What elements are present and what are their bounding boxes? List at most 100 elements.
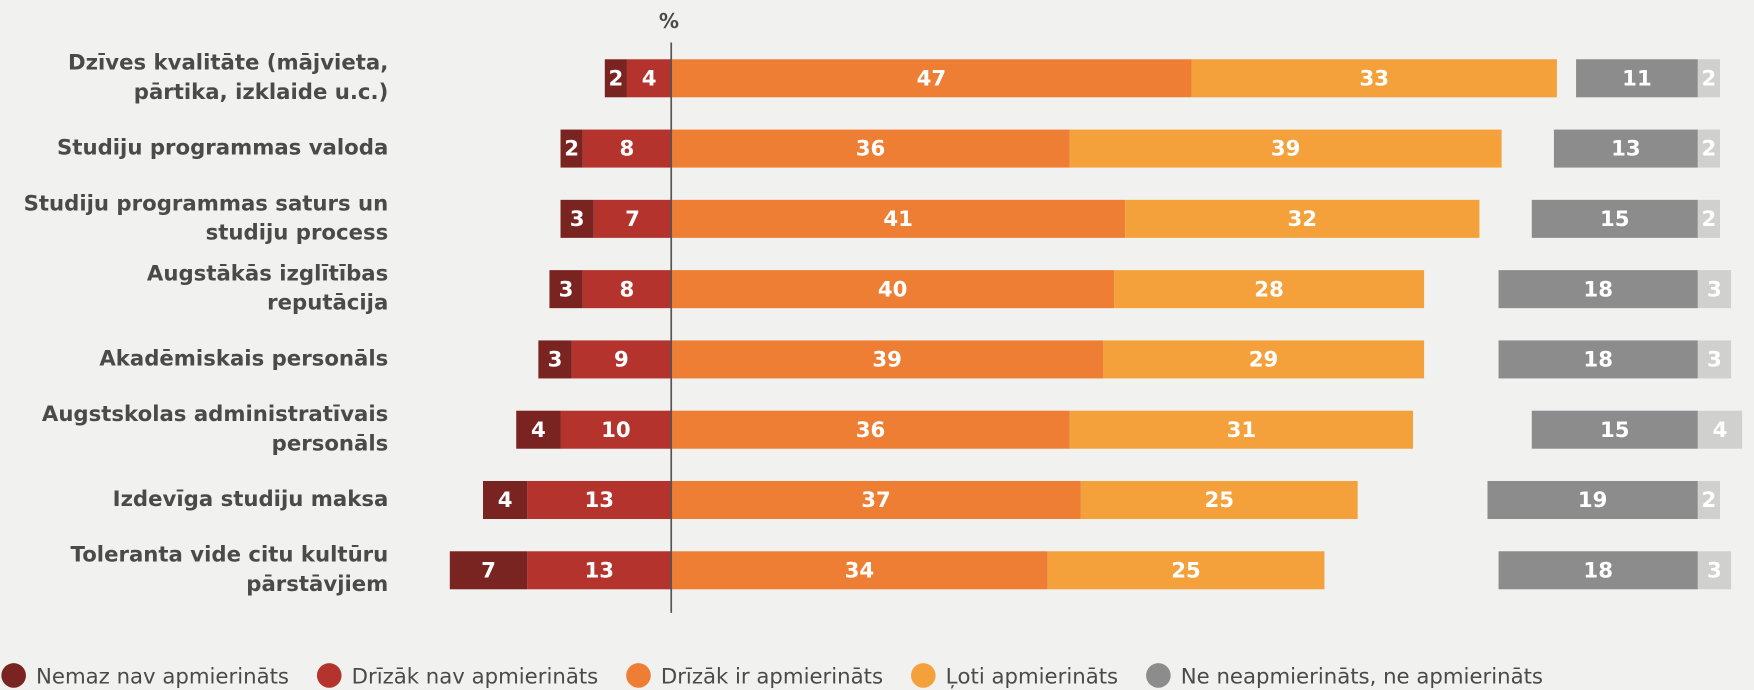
value-label: 33 [1359,66,1389,91]
bar-segment [1531,410,1698,449]
bar-segment [527,551,672,590]
value-label: 28 [1254,277,1284,302]
bar-segment [1697,410,1743,449]
value-label: 36 [856,137,886,162]
category-line: pārtika, izklaide u.c.) [134,80,389,105]
bar-segment [1069,129,1502,168]
value-label: 3 [1707,277,1722,302]
category-line: Izdevīga studiju maksa [113,487,389,512]
value-label: 32 [1288,207,1318,232]
bar-segment [1191,59,1557,98]
bar-segment [1697,199,1720,238]
bar-segment [538,340,572,379]
bar-segment [671,340,1104,379]
value-label: 25 [1204,488,1234,513]
category-label: Toleranta vide citu kultūru pārstāvjiem [71,543,389,597]
value-label: 2 [564,137,579,162]
value-label: 13 [1611,137,1641,162]
bar-segment [1697,551,1732,590]
bar-segment [1697,340,1732,379]
bar-segment [560,410,672,449]
axis-label: % [659,9,679,33]
category-label: Augstākās izglītības reputācija [147,262,388,316]
value-label: 7 [481,558,496,583]
bar-segment [560,199,594,238]
category-label: Studiju programmas valoda [57,136,388,161]
bar-segment [516,410,561,449]
value-label: 18 [1583,277,1613,302]
value-label: 3 [570,207,585,232]
value-label: 34 [845,558,875,583]
bar-segment [626,59,672,98]
legend-label: Nemaz nav apmierināts [36,665,289,690]
category-line: pārstāvjiem [246,572,388,597]
category-line: personāls [272,431,389,456]
legend-swatch [316,663,342,688]
value-label: 39 [1271,137,1301,162]
bar-segment [671,480,1081,520]
category-line: Akadēmiskais personāls [99,346,388,371]
value-label: 8 [620,277,635,302]
bar-segment [1531,199,1698,238]
value-label: 3 [548,348,563,373]
category-label: Izdevīga studiju maksa [113,487,389,512]
value-label: 4 [642,66,657,91]
legend-swatch [1146,663,1171,688]
value-label: 15 [1600,418,1630,443]
bar-segment [671,129,1070,168]
bar-segment [1487,480,1698,520]
value-label: 36 [856,418,886,443]
bar-segment [1697,270,1732,309]
category-label: Dzīves kvalitāte (mājvieta, pārtika, izkl… [68,51,388,105]
bar-segment [671,551,1048,590]
value-label: 25 [1171,558,1201,583]
bar-segment [560,129,583,168]
bar-segment [1498,551,1698,590]
bar-segment [1576,59,1698,98]
bar-segment [1114,270,1425,309]
value-label: 7 [625,207,640,232]
value-label: 8 [620,137,635,162]
category-label: Akadēmiskais personāls [99,346,388,371]
category-line: studiju process [206,220,389,245]
value-label: 3 [1707,348,1722,373]
category-line: Augstskolas administratīvais [42,402,388,427]
value-label: 10 [601,418,631,443]
bar-segment [671,410,1070,449]
legend-label: Drīzāk ir apmierināts [661,665,883,690]
legend-label: Ne neapmierināts, ne apmierināts [1181,665,1543,690]
bar-segment [1080,480,1358,520]
bar-segment [1697,129,1720,168]
bar-segment [1103,340,1425,379]
category-line: Studiju programmas valoda [57,136,388,161]
legend-label: Ļoti apmierināts [946,665,1118,690]
bar-segment [549,270,583,309]
value-label: 19 [1578,488,1608,513]
value-label: 18 [1583,348,1613,373]
bar-segment [1697,480,1720,520]
value-label: 4 [498,488,513,513]
legend-label: Drīzāk nav apmierināts [352,665,599,690]
bar-segment [671,270,1115,309]
category-label: Studiju programmas saturs un studiju proc… [24,191,389,245]
value-label: 15 [1600,207,1630,232]
value-label: 2 [1702,207,1717,232]
bar-segment [1047,551,1325,590]
bar-segment [1498,270,1698,309]
category-line: Studiju programmas saturs un [24,191,389,216]
legend-swatch [1,663,26,688]
value-label: 2 [608,66,623,91]
bar-segment [1125,199,1480,238]
bar-segment [527,480,672,520]
bar-segment [449,551,528,590]
value-label: 2 [1702,488,1717,513]
value-label: 39 [872,348,902,373]
bar-segment [671,199,1126,238]
value-label: 2 [1702,137,1717,162]
bar-segment [1553,129,1698,168]
bar-segment [571,340,672,379]
value-label: 11 [1622,66,1652,91]
value-label: 41 [883,207,913,232]
bar-segment [483,480,528,520]
